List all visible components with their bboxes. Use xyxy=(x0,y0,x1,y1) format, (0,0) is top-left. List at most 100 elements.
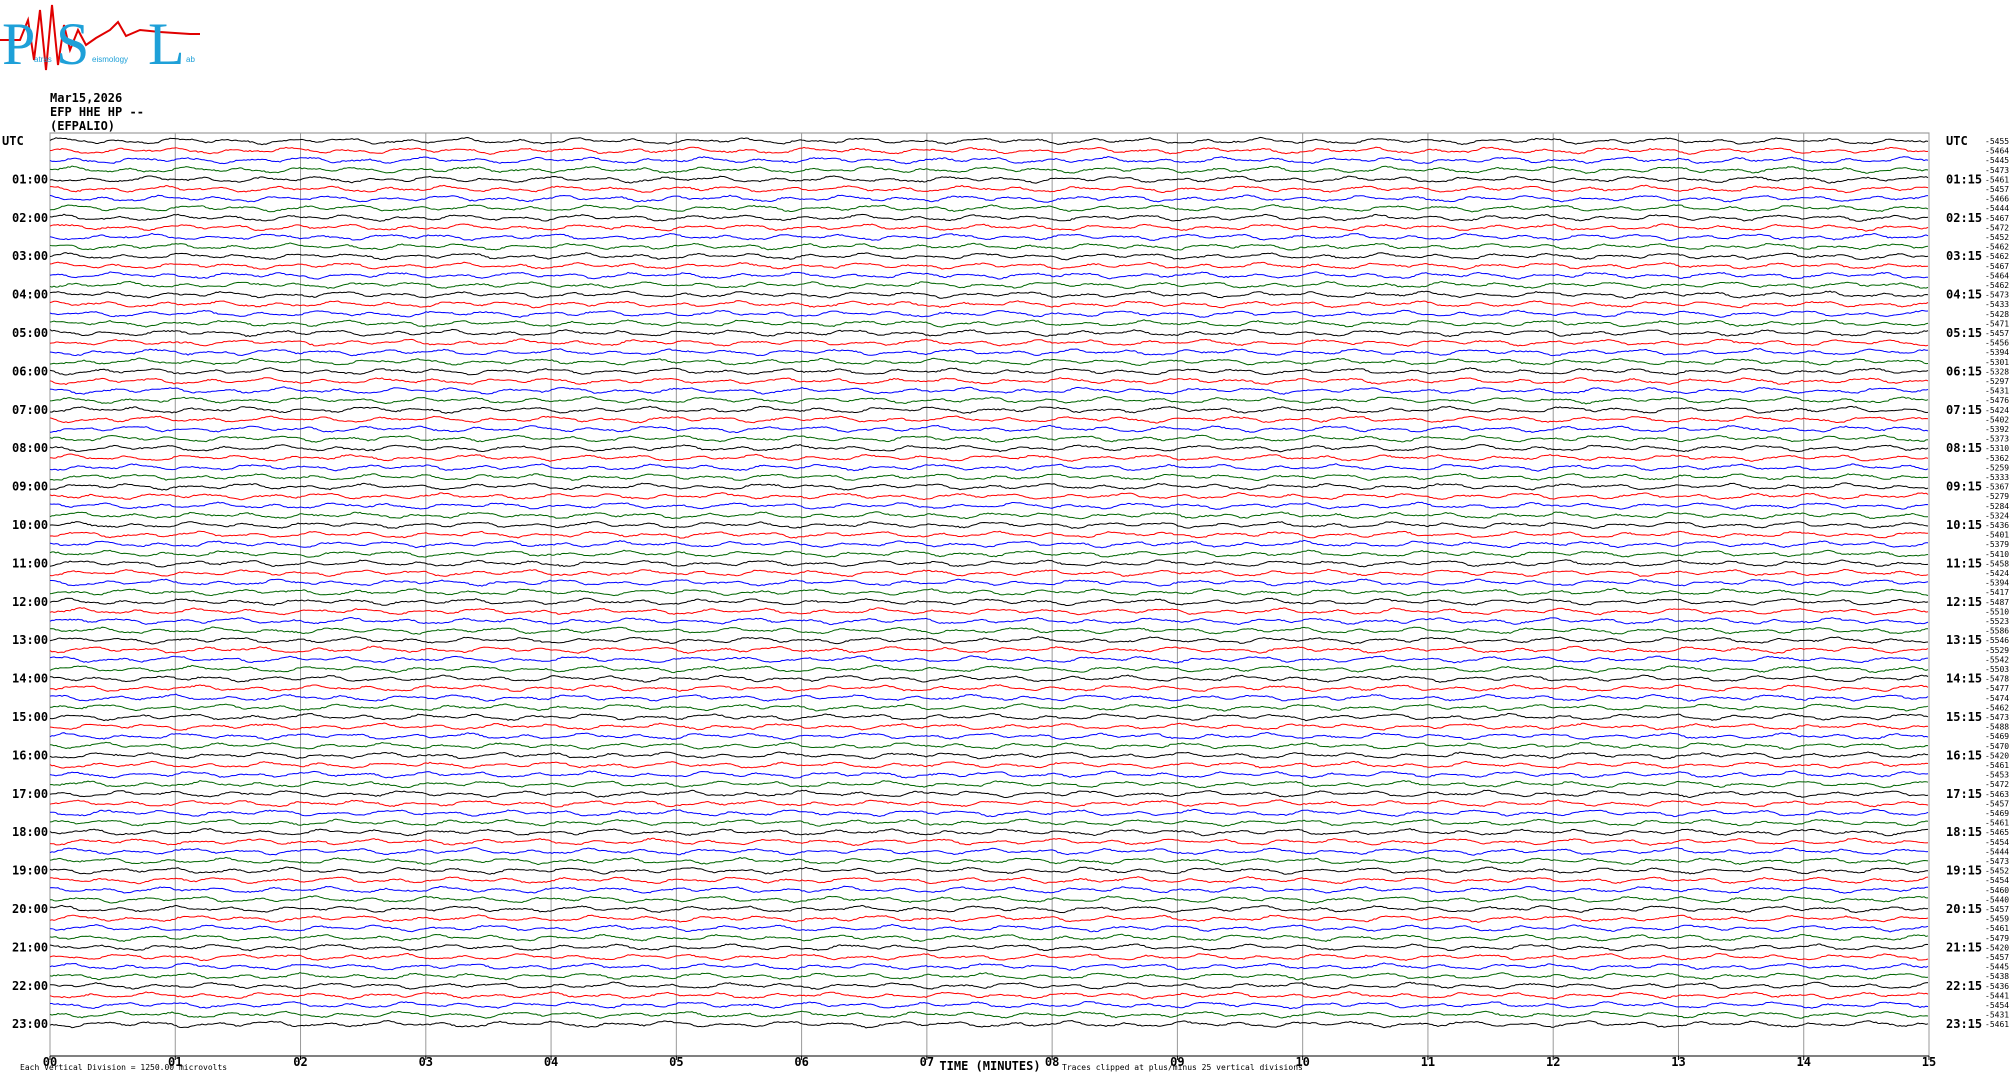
trace xyxy=(49,204,1929,213)
trace-offset: -5461 xyxy=(1985,924,2009,933)
trace xyxy=(49,1019,1929,1029)
trace xyxy=(49,847,1929,856)
trace-offset: -5452 xyxy=(1985,867,2009,876)
trace-offset: -5462 xyxy=(1985,703,2009,712)
trace-offset: -5454 xyxy=(1985,876,2009,885)
trace-offset: -5542 xyxy=(1985,655,2009,664)
hour-label: 17:15 xyxy=(1946,787,1982,801)
hour-label: 09:00 xyxy=(12,480,48,494)
hour-label: 06:00 xyxy=(12,364,48,378)
trace-offset: -5465 xyxy=(1985,828,2009,837)
trace xyxy=(49,252,1929,261)
hour-label: 02:00 xyxy=(12,211,48,225)
trace-offset: -5472 xyxy=(1985,780,2009,789)
trace xyxy=(49,424,1929,434)
trace xyxy=(49,770,1929,779)
trace xyxy=(49,684,1929,692)
trace-offset: -5546 xyxy=(1985,636,2009,645)
trace xyxy=(49,175,1929,184)
trace-offset: -5488 xyxy=(1985,723,2009,732)
trace-offset: -5463 xyxy=(1985,790,2009,799)
station: EFP HHE HP -- xyxy=(50,105,144,119)
trace xyxy=(49,732,1929,741)
trace-offset: -5487 xyxy=(1985,598,2009,607)
hour-label: 20:15 xyxy=(1946,902,1982,916)
trace-offset: -5529 xyxy=(1985,646,2009,655)
hour-label: 19:15 xyxy=(1946,864,1982,878)
trace xyxy=(49,876,1929,885)
x-tick-label: 14 xyxy=(1797,1055,1811,1069)
trace-offset: -5436 xyxy=(1985,521,2009,530)
trace-offset: -5503 xyxy=(1985,665,2009,674)
trace-offset: -5461 xyxy=(1985,761,2009,770)
logo-letter: L xyxy=(148,11,185,77)
trace xyxy=(49,607,1929,616)
trace xyxy=(49,779,1929,789)
trace-offset: -5462 xyxy=(1985,281,2009,290)
trace xyxy=(49,655,1929,664)
trace xyxy=(49,194,1929,203)
trace-offset: -5310 xyxy=(1985,444,2009,453)
trace xyxy=(49,395,1929,405)
hour-label: 01:00 xyxy=(12,172,48,186)
trace xyxy=(49,377,1929,386)
trace xyxy=(49,923,1929,933)
trace xyxy=(49,693,1929,702)
hour-label: 13:00 xyxy=(12,633,48,647)
trace xyxy=(49,338,1929,347)
trace xyxy=(49,885,1928,894)
hour-label: 15:00 xyxy=(12,710,48,724)
trace-offset: -5367 xyxy=(1985,483,2009,492)
trace-offset: -5461 xyxy=(1985,1020,2009,1029)
hour-label: 15:15 xyxy=(1946,710,1982,724)
trace xyxy=(49,347,1929,357)
trace-offset: -5454 xyxy=(1985,838,2009,847)
trace-offset: -5394 xyxy=(1985,579,2009,588)
trace xyxy=(49,501,1929,510)
trace xyxy=(49,280,1929,289)
hour-label: 10:00 xyxy=(12,518,48,532)
logo-wave xyxy=(0,4,200,71)
trace-offset: -5392 xyxy=(1985,425,2009,434)
trace xyxy=(49,328,1929,338)
trace-offset: -5469 xyxy=(1985,732,2009,741)
trace-offset: -5279 xyxy=(1985,492,2009,501)
trace-offset: -5433 xyxy=(1985,300,2009,309)
trace xyxy=(49,213,1929,222)
trace xyxy=(49,271,1929,280)
trace xyxy=(49,837,1929,847)
hour-label: 05:00 xyxy=(12,326,48,340)
trace-offset: -5373 xyxy=(1985,435,2009,444)
trace xyxy=(49,914,1929,923)
trace xyxy=(49,559,1929,568)
hour-label: 09:15 xyxy=(1946,480,1982,494)
x-tick-label: 06 xyxy=(794,1055,808,1069)
trace-offset: -5431 xyxy=(1985,387,2009,396)
trace xyxy=(49,636,1929,645)
trace-offset: -5586 xyxy=(1985,627,2009,636)
trace xyxy=(49,856,1929,866)
x-tick-label: 03 xyxy=(419,1055,433,1069)
trace-offset: -5464 xyxy=(1985,271,2009,280)
trace xyxy=(49,587,1929,597)
hour-label: 17:00 xyxy=(12,787,48,801)
trace-offset: -5466 xyxy=(1985,195,2009,204)
hour-label: 12:15 xyxy=(1946,595,1982,609)
hour-label: 16:15 xyxy=(1946,748,1982,762)
trace xyxy=(49,895,1928,904)
hour-label: 03:15 xyxy=(1946,249,1982,263)
trace xyxy=(49,981,1929,990)
trace-offset: -5428 xyxy=(1985,310,2009,319)
trace-offset: -5394 xyxy=(1985,348,2009,357)
hour-label: 12:00 xyxy=(12,595,48,609)
trace xyxy=(49,971,1929,981)
trace-offset: -5457 xyxy=(1985,905,2009,914)
trace-offset: -5424 xyxy=(1985,406,2009,415)
trace-offset: -5444 xyxy=(1985,847,2009,856)
trace-offset: -5456 xyxy=(1985,339,2009,348)
trace-offset: -5458 xyxy=(1985,559,2009,568)
trace-offset: -5473 xyxy=(1985,713,2009,722)
logo-letter: S xyxy=(56,11,89,77)
